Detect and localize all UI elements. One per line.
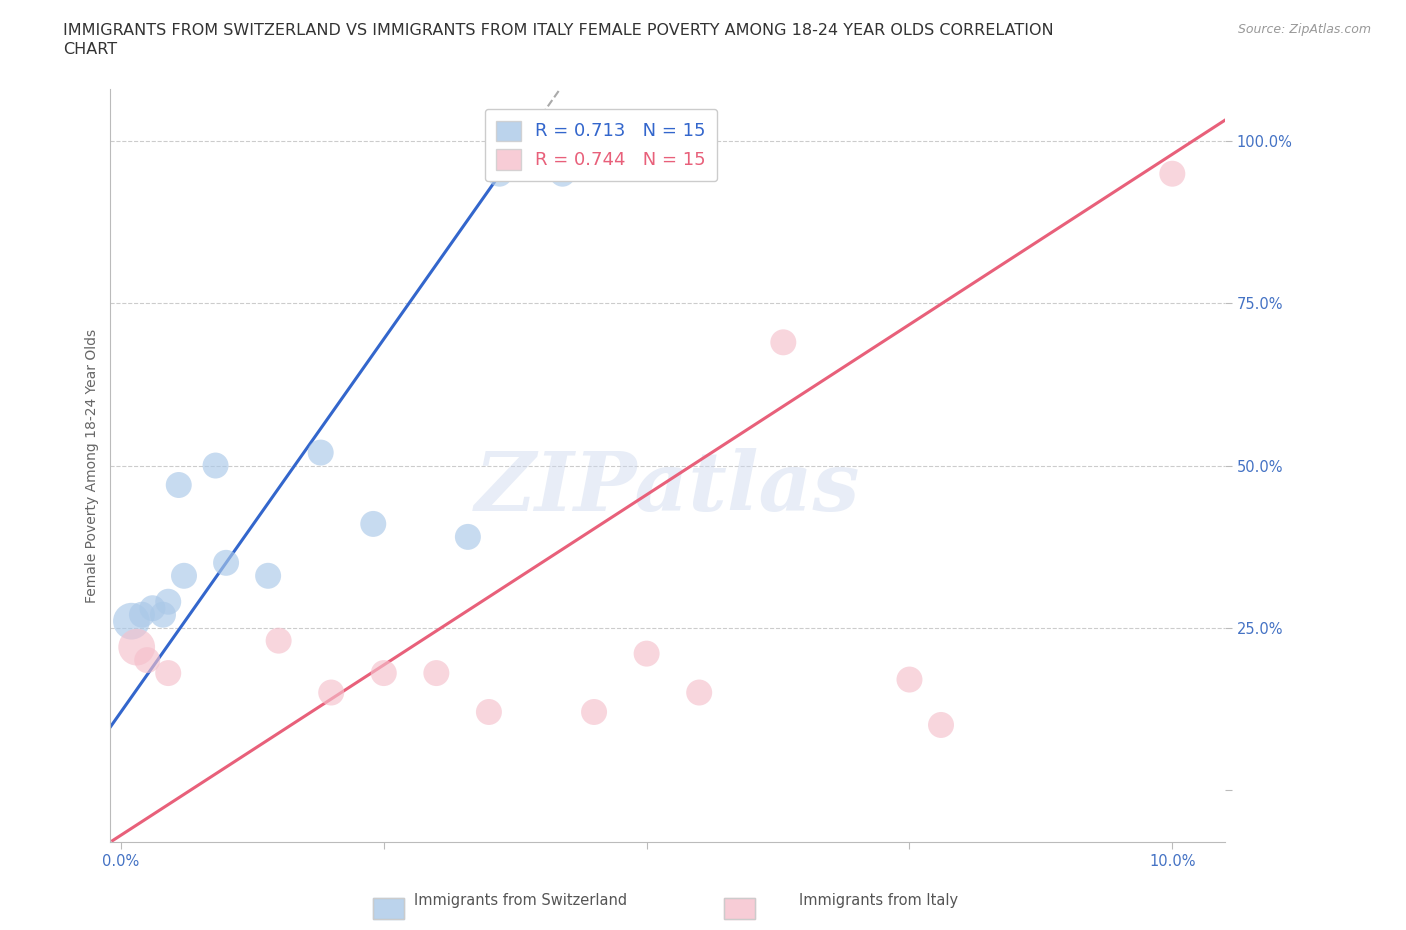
Legend: R = 0.713   N = 15, R = 0.744   N = 15: R = 0.713 N = 15, R = 0.744 N = 15: [485, 109, 717, 181]
Point: [898, 672, 921, 687]
Point: [257, 568, 280, 583]
Point: [131, 607, 153, 622]
Text: Immigrants from Italy: Immigrants from Italy: [799, 893, 959, 908]
Point: [583, 705, 606, 720]
Point: [173, 568, 195, 583]
Text: ZIPatlas: ZIPatlas: [475, 448, 860, 528]
Point: [267, 633, 290, 648]
Text: CHART: CHART: [63, 42, 117, 57]
Point: [929, 718, 952, 733]
Point: [551, 166, 574, 181]
Point: [309, 445, 332, 460]
Point: [1161, 166, 1184, 181]
Text: IMMIGRANTS FROM SWITZERLAND VS IMMIGRANTS FROM ITALY FEMALE POVERTY AMONG 18-24 : IMMIGRANTS FROM SWITZERLAND VS IMMIGRANT…: [63, 23, 1054, 38]
Point: [688, 685, 710, 700]
Point: [167, 478, 190, 493]
Text: Immigrants from Switzerland: Immigrants from Switzerland: [413, 893, 627, 908]
Point: [425, 666, 447, 681]
Y-axis label: Female Poverty Among 18-24 Year Olds: Female Poverty Among 18-24 Year Olds: [86, 328, 100, 603]
Point: [457, 529, 479, 544]
Point: [478, 705, 501, 720]
Point: [361, 516, 384, 531]
Point: [136, 653, 159, 668]
Point: [120, 614, 142, 629]
Point: [157, 594, 180, 609]
Point: [204, 458, 226, 473]
Point: [125, 640, 148, 655]
Point: [636, 646, 658, 661]
Point: [373, 666, 395, 681]
Point: [157, 666, 180, 681]
Point: [141, 601, 163, 616]
Point: [215, 555, 238, 570]
Point: [772, 335, 794, 350]
Point: [321, 685, 343, 700]
Point: [152, 607, 174, 622]
Point: [488, 166, 510, 181]
Text: Source: ZipAtlas.com: Source: ZipAtlas.com: [1237, 23, 1371, 36]
